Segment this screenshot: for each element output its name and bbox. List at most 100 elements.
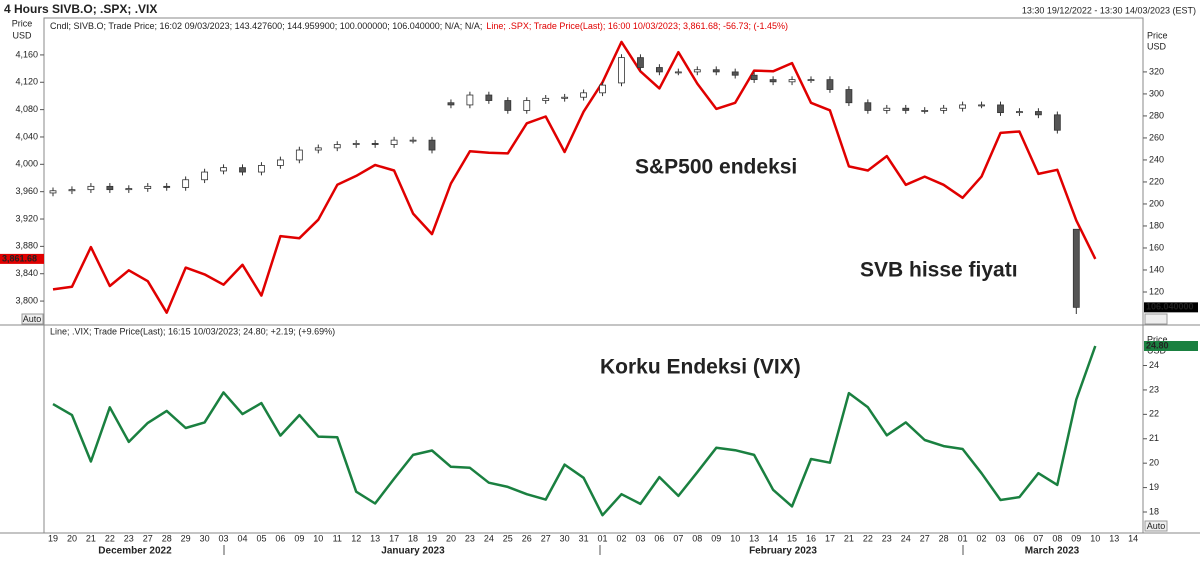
candle-body bbox=[845, 89, 853, 104]
x-tick-label: 29 bbox=[181, 533, 191, 543]
y-tick-label: 220 bbox=[1149, 176, 1164, 186]
x-tick-label: 07 bbox=[1033, 533, 1043, 543]
x-tick-label: 27 bbox=[541, 533, 551, 543]
candle-body bbox=[788, 79, 796, 83]
month-label: December 2022 bbox=[98, 546, 172, 557]
x-tick-label: 10 bbox=[313, 533, 323, 543]
candle-body bbox=[333, 144, 341, 149]
auto-button[interactable] bbox=[1144, 313, 1168, 325]
x-tick-label: 10 bbox=[1090, 533, 1100, 543]
x-tick-label: 03 bbox=[635, 533, 645, 543]
candle-body bbox=[750, 74, 758, 81]
x-tick-label: 08 bbox=[1052, 533, 1062, 543]
candle-body bbox=[1053, 114, 1061, 131]
candle-body bbox=[599, 84, 606, 94]
y-tick-label: 160 bbox=[1149, 242, 1164, 252]
candle-body bbox=[883, 107, 891, 111]
auto-button[interactable] bbox=[1144, 520, 1168, 532]
x-tick-label: 17 bbox=[389, 533, 399, 543]
x-tick-label: 22 bbox=[863, 533, 873, 543]
line-series bbox=[52, 40, 1097, 314]
x-tick-label: 07 bbox=[673, 533, 683, 543]
candle-body bbox=[239, 167, 246, 173]
candle-info: Cndl; SIVB.O; Trade Price; 16:02 09/03/2… bbox=[50, 21, 788, 31]
y-unit: Price bbox=[12, 18, 33, 28]
y-tick-label: 3,840 bbox=[15, 268, 38, 278]
y-tick-label: 4,080 bbox=[15, 104, 38, 114]
candle-body bbox=[201, 171, 209, 181]
x-tick-label: 26 bbox=[522, 533, 532, 543]
x-tick-label: 09 bbox=[711, 533, 721, 543]
x-tick-label: 13 bbox=[749, 533, 759, 543]
x-tick-label: 21 bbox=[844, 533, 854, 543]
candle-body bbox=[731, 71, 739, 76]
x-tick-label: 21 bbox=[86, 533, 96, 543]
candle-body bbox=[504, 100, 512, 111]
month-label: January 2023 bbox=[381, 546, 445, 557]
candle-body bbox=[637, 57, 644, 68]
y-tick-label: 260 bbox=[1149, 132, 1164, 142]
x-tick-label: 05 bbox=[256, 533, 266, 543]
candle-body bbox=[49, 190, 57, 194]
candle-body bbox=[485, 94, 493, 101]
y-tick-label: 3,920 bbox=[15, 213, 38, 223]
last-value-label: 106.040000 bbox=[1146, 302, 1194, 312]
vix-info: Line; .VIX; Trade Price(Last); 16:15 10/… bbox=[50, 326, 335, 336]
x-tick-label: 17 bbox=[825, 533, 835, 543]
x-tick-label: 03 bbox=[995, 533, 1005, 543]
x-tick-label: 24 bbox=[484, 533, 494, 543]
candle-body bbox=[447, 102, 455, 106]
time-range: 13:30 19/12/2022 - 13:30 14/03/2023 (EST… bbox=[1022, 5, 1196, 15]
month-label: February 2023 bbox=[749, 546, 817, 557]
line-info-text: Line; .SPX; Trade Price(Last); 16:00 10/… bbox=[486, 21, 788, 31]
x-tick-label: 23 bbox=[124, 533, 134, 543]
chart-title: 4 Hours SIVB.O; .SPX; .VIX bbox=[4, 2, 157, 16]
x-tick-label: 01 bbox=[598, 533, 608, 543]
auto-button[interactable] bbox=[21, 313, 44, 325]
x-tick-label: 13 bbox=[370, 533, 380, 543]
annotation: SVB hisse fiyatı bbox=[860, 259, 1018, 282]
candle-body bbox=[314, 147, 322, 151]
y-tick-label: 23 bbox=[1149, 384, 1159, 394]
x-tick-label: 25 bbox=[503, 533, 513, 543]
y-tick-label: 19 bbox=[1149, 482, 1159, 492]
x-tick-label: 09 bbox=[1071, 533, 1081, 543]
candle-body bbox=[258, 165, 265, 173]
x-tick-label: 14 bbox=[768, 533, 778, 543]
x-tick-label: 12 bbox=[351, 533, 361, 543]
candle-body bbox=[87, 185, 95, 191]
last-value-label: 24.80 bbox=[1146, 340, 1169, 350]
y2-unit: Price bbox=[1147, 30, 1168, 40]
x-tick-label: 01 bbox=[958, 533, 968, 543]
x-tick-label: 30 bbox=[200, 533, 210, 543]
line-series bbox=[52, 345, 1097, 517]
y-tick-label: 4,040 bbox=[15, 131, 38, 141]
y-tick-label: 3,880 bbox=[15, 241, 38, 251]
x-tick-label: 06 bbox=[654, 533, 664, 543]
y-tick-label: 22 bbox=[1149, 409, 1159, 419]
candle-body bbox=[144, 185, 152, 189]
candle-body bbox=[997, 104, 1004, 114]
candle-body bbox=[390, 139, 398, 145]
x-tick-label: 19 bbox=[427, 533, 437, 543]
y-tick-label: 120 bbox=[1149, 286, 1164, 296]
x-tick-label: 20 bbox=[67, 533, 77, 543]
candle-body bbox=[826, 79, 834, 90]
y2-unit: USD bbox=[1147, 41, 1167, 51]
x-tick-label: 28 bbox=[939, 533, 949, 543]
auto-label[interactable]: Auto bbox=[1147, 521, 1166, 531]
candle-body bbox=[182, 179, 190, 188]
y-tick-label: 300 bbox=[1149, 88, 1164, 98]
x-tick-label: 30 bbox=[560, 533, 570, 543]
auto-label[interactable]: Auto bbox=[23, 314, 42, 324]
annotation: Korku Endeksi (VIX) bbox=[600, 356, 801, 379]
candle-body bbox=[220, 167, 227, 172]
candle-body bbox=[295, 149, 303, 161]
candle-body bbox=[807, 79, 815, 82]
y-tick-label: 4,000 bbox=[15, 159, 38, 169]
x-tick-label: 22 bbox=[105, 533, 115, 543]
x-tick-label: 10 bbox=[730, 533, 740, 543]
x-tick-label: 27 bbox=[920, 533, 930, 543]
x-tick-label: 28 bbox=[162, 533, 172, 543]
annotation: S&P500 endeksi bbox=[635, 156, 797, 179]
